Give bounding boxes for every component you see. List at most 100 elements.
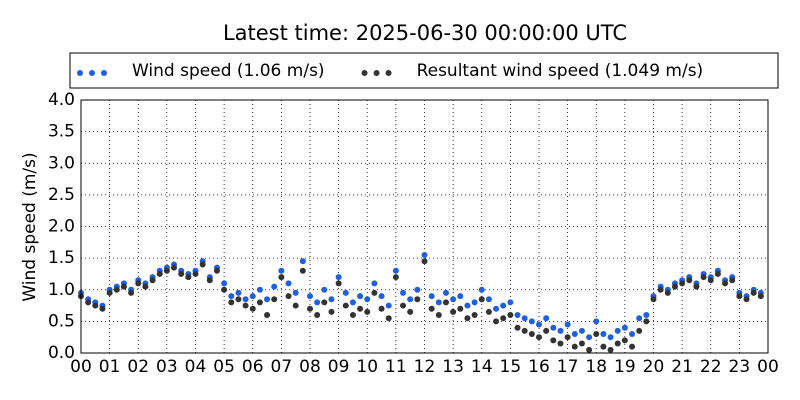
x-tick-label: 00 [757, 357, 779, 377]
x-tick-label: 04 [185, 357, 207, 377]
data-point [657, 286, 664, 293]
data-point [264, 296, 271, 303]
y-tick-label: 0.0 [48, 343, 75, 363]
data-point [299, 258, 306, 265]
data-point [457, 305, 464, 312]
data-point [507, 299, 514, 306]
data-point [342, 289, 349, 296]
data-point [335, 280, 342, 287]
data-point [729, 277, 736, 284]
data-point [299, 267, 306, 274]
data-point [307, 305, 313, 312]
data-point [578, 327, 585, 334]
data-point [464, 315, 471, 322]
x-tick-label: 00 [70, 357, 92, 377]
data-point [643, 312, 650, 319]
data-point [571, 343, 578, 350]
data-point [586, 334, 593, 341]
data-point [328, 308, 335, 315]
data-point [364, 308, 371, 315]
data-point [500, 302, 507, 309]
data-point [485, 308, 492, 315]
data-point [550, 337, 557, 344]
x-tick-label: 08 [299, 357, 321, 377]
y-tick-label: 1.0 [48, 280, 75, 300]
data-point [650, 296, 657, 303]
data-point [736, 293, 743, 300]
legend-marker [101, 70, 107, 76]
data-point [528, 331, 535, 338]
data-point [485, 296, 492, 303]
y-tick-label: 2.0 [48, 217, 75, 237]
data-point [743, 296, 750, 303]
data-point [607, 334, 614, 341]
data-point [493, 318, 500, 325]
data-point [128, 289, 135, 296]
data-point [178, 270, 185, 277]
data-point [92, 302, 99, 309]
data-point [521, 315, 528, 322]
data-point [543, 315, 550, 322]
plot-frame [80, 99, 769, 354]
x-tick-label: 02 [127, 357, 149, 377]
legend-marker [385, 70, 392, 76]
x-tick-label: 03 [156, 357, 178, 377]
data-point [321, 286, 328, 293]
data-point [99, 305, 106, 312]
x-tick-label: 09 [328, 357, 350, 377]
legend-label: Wind speed (1.06 m/s) [132, 61, 325, 81]
data-point [607, 346, 614, 353]
legend-marker [77, 70, 83, 76]
legend-label: Resultant wind speed (1.049 m/s) [417, 61, 704, 81]
data-point [142, 283, 149, 290]
data-point [414, 296, 421, 303]
data-point [264, 312, 271, 319]
data-point [471, 312, 478, 319]
data-point [400, 289, 407, 296]
data-point [435, 299, 442, 306]
data-point [600, 331, 607, 338]
legend-marker [373, 70, 380, 76]
x-tick-label: 20 [643, 357, 665, 377]
data-point [206, 277, 213, 284]
data-point [500, 315, 507, 322]
data-point [314, 299, 321, 306]
data-point [185, 274, 192, 281]
x-tick-label: 21 [671, 357, 693, 377]
data-point [636, 315, 643, 322]
data-point [493, 305, 500, 312]
data-point [686, 277, 693, 284]
data-point [514, 312, 521, 319]
data-point [371, 289, 378, 296]
data-point [292, 289, 299, 296]
x-tick-label: 11 [385, 357, 407, 377]
data-point [750, 289, 757, 296]
data-point [357, 293, 364, 300]
data-point [707, 277, 714, 284]
data-point [242, 302, 249, 309]
y-tick-label: 2.5 [48, 185, 75, 205]
data-point [228, 293, 235, 300]
data-point [629, 331, 636, 338]
data-point [679, 280, 686, 287]
data-point [593, 318, 600, 325]
x-tick-label: 16 [528, 357, 550, 377]
data-point [614, 340, 621, 347]
data-point [428, 305, 435, 312]
data-point [235, 289, 242, 296]
x-tick-label: 15 [500, 357, 522, 377]
data-point [664, 289, 671, 296]
data-point [722, 280, 729, 287]
data-point [421, 251, 428, 258]
data-point [385, 302, 392, 309]
data-point [421, 258, 428, 265]
data-point [400, 302, 407, 309]
x-tick-label: 13 [442, 357, 464, 377]
data-point [135, 280, 142, 287]
y-tick-label: 4.0 [48, 90, 75, 110]
data-point [235, 296, 242, 303]
data-point [407, 308, 414, 315]
x-tick-label: 18 [585, 357, 607, 377]
data-point [242, 296, 249, 303]
